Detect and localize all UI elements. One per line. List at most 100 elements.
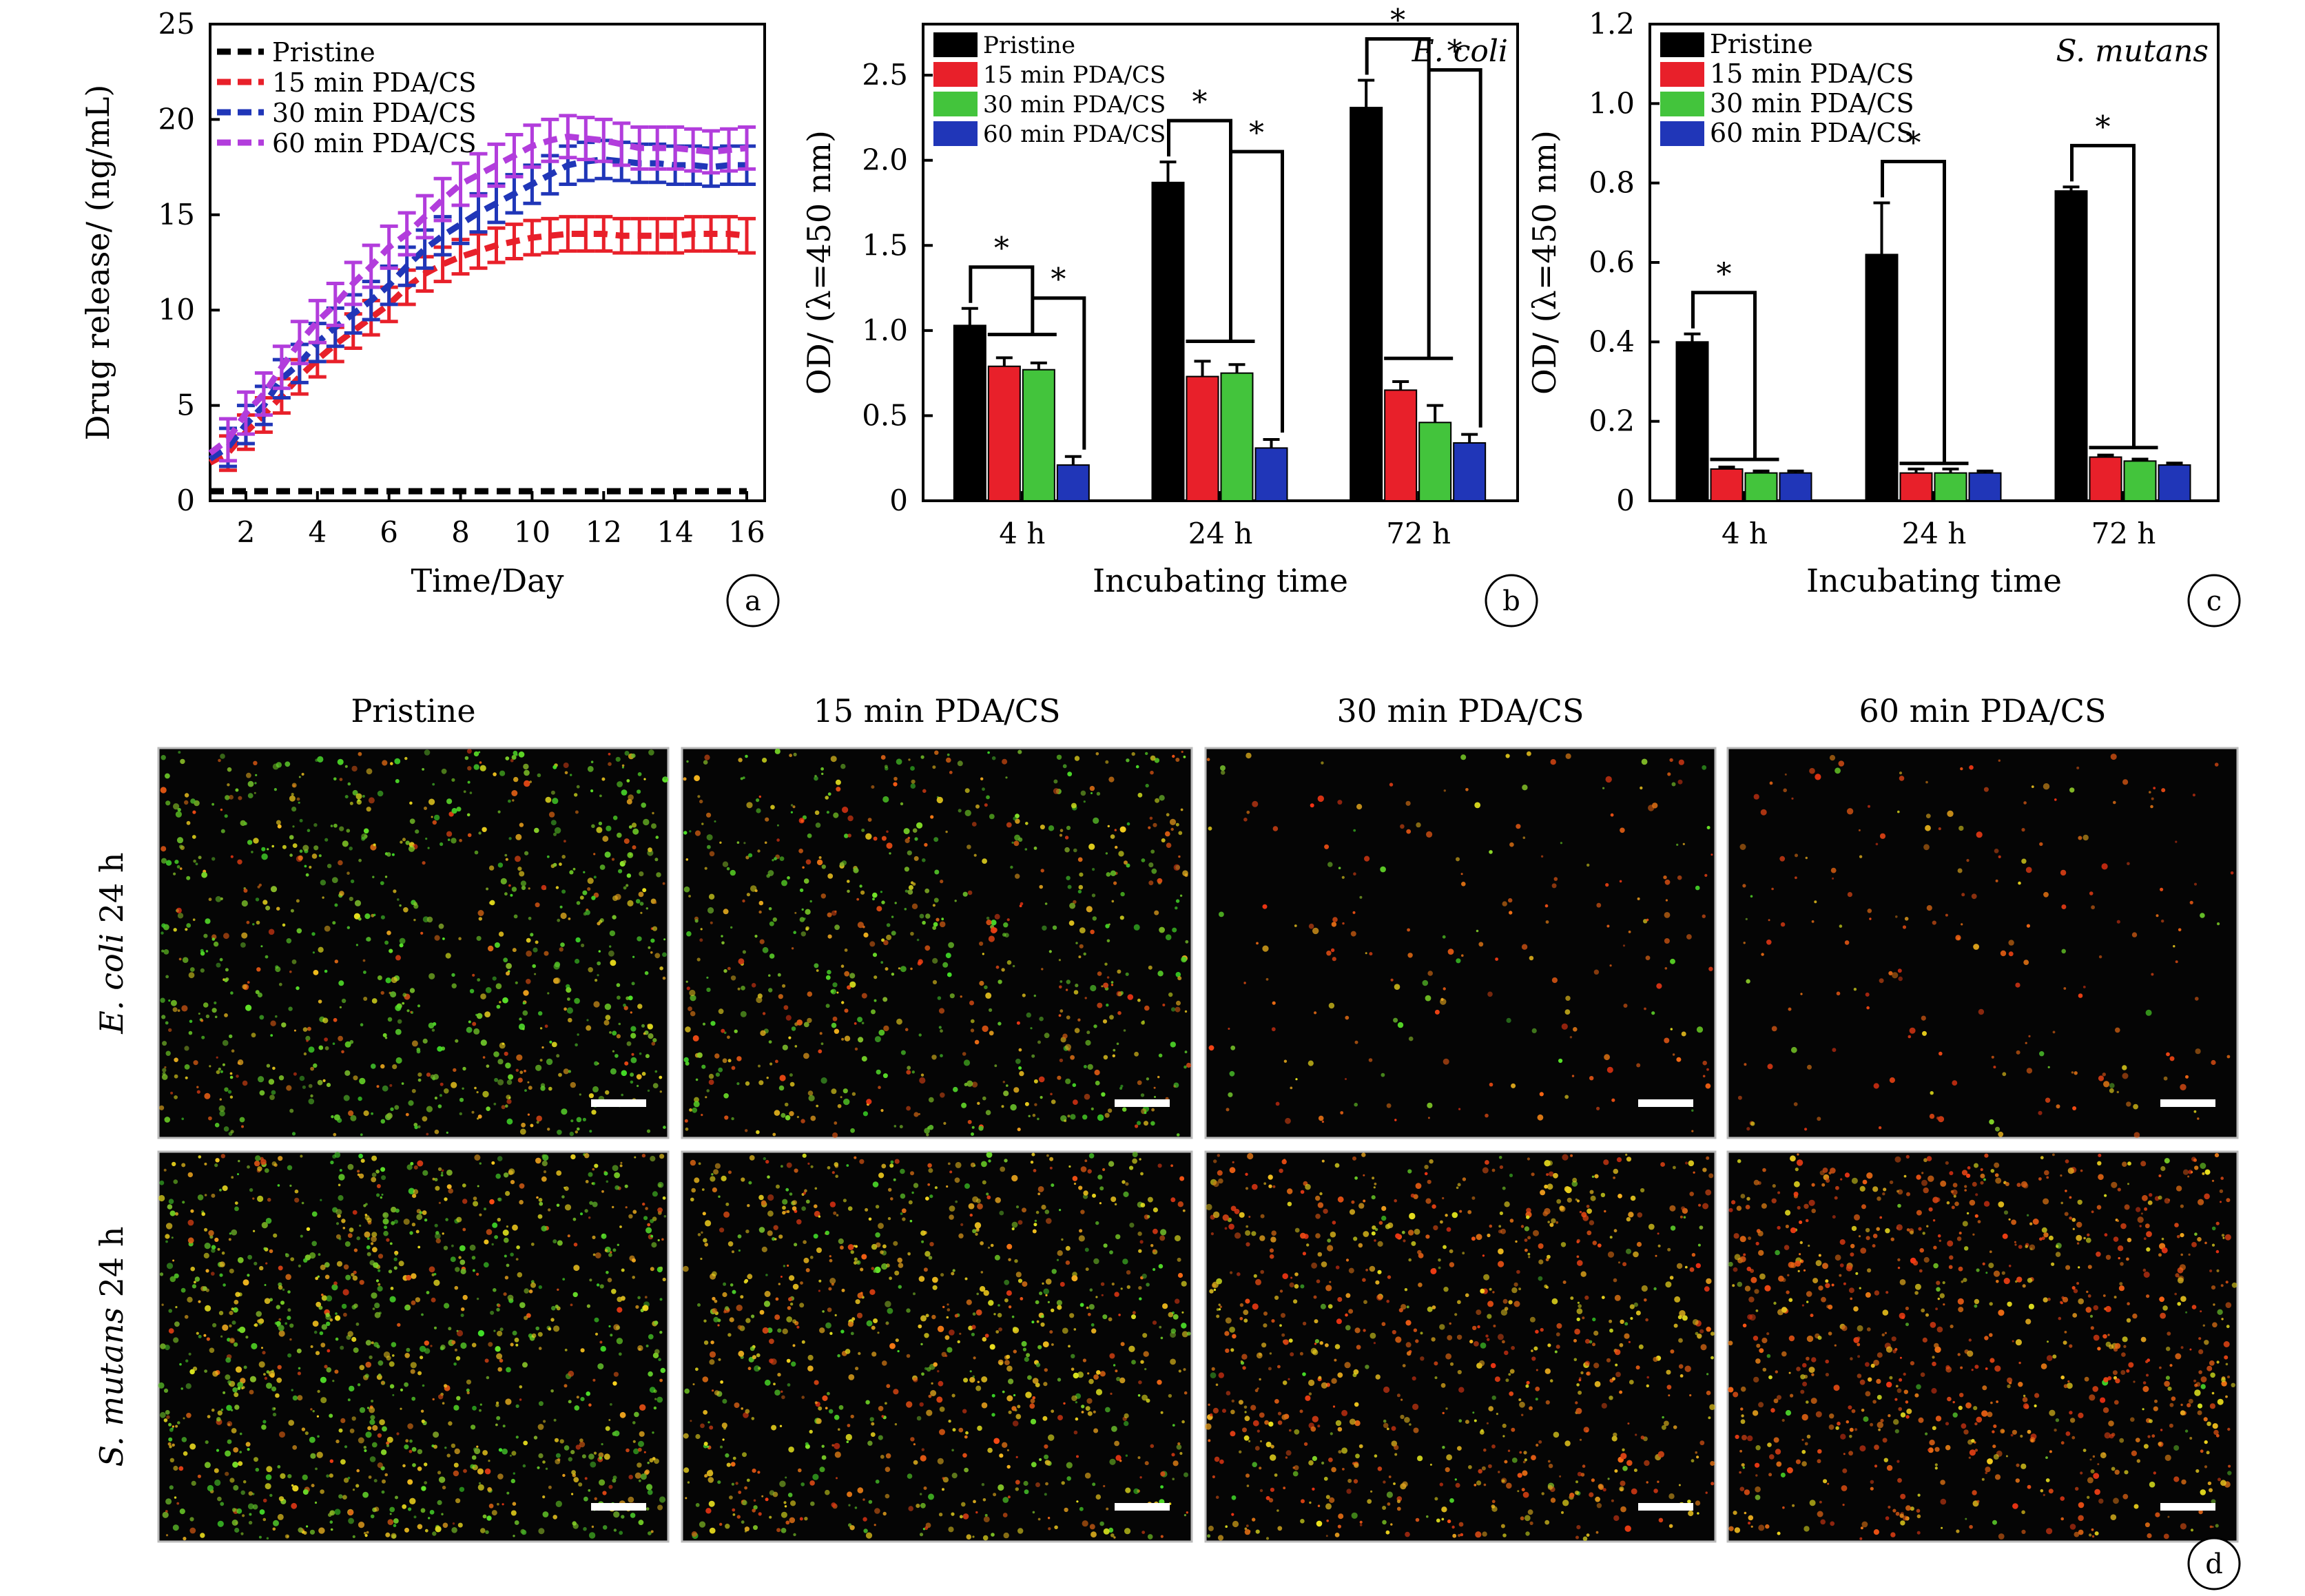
bacteria-dot [302,1474,308,1480]
bacteria-dot [995,1330,1000,1334]
bacteria-dot [934,1186,938,1190]
bacteria-dot [2018,881,2021,885]
bacteria-dot [1290,1086,1293,1090]
bacteria-dot [654,1349,660,1354]
bacteria-dot [519,1398,522,1401]
bacteria-dot [1670,958,1675,964]
bacteria-dot [376,1193,380,1197]
bacteria-dot [921,1372,924,1376]
bacteria-dot [612,1165,619,1172]
bacteria-dot [1677,875,1682,880]
bacteria-dot [159,1105,165,1110]
bacteria-dot [873,1318,878,1323]
bacteria-dot [758,910,762,914]
bacteria-dot [219,1110,225,1117]
bacteria-dot [971,822,977,827]
bacteria-dot [351,1416,356,1421]
bacteria-dot [1664,938,1670,944]
bacteria-dot [526,937,531,943]
bacteria-dot [315,1351,320,1356]
bacteria-dot [1078,955,1082,959]
bacteria-dot [923,1267,928,1272]
bacteria-dot [416,1214,423,1221]
bacteria-dot [1310,803,1314,808]
bacteria-dot [1493,1325,1496,1327]
bacteria-dot [202,1286,207,1292]
bacteria-dot [1925,780,1928,784]
bacteria-dot [411,1447,417,1452]
bacteria-dot [834,1121,838,1125]
bacteria-dot [212,1371,218,1377]
bacteria-dot [364,1531,366,1535]
bacteria-dot [1126,758,1130,763]
bacteria-dot [259,1090,265,1096]
bacteria-dot [745,856,750,860]
bacteria-dot [258,1076,265,1083]
bacteria-dot [1043,1288,1049,1295]
bacteria-dot [632,845,637,850]
bacteria-dot [927,1163,932,1168]
bacteria-dot [474,1448,481,1455]
bacteria-dot [542,1460,546,1464]
bacteria-dot [247,1448,250,1451]
bacteria-dot [372,1307,375,1310]
bacteria-dot [631,982,635,986]
bacteria-dot [635,899,641,904]
bacteria-dot [219,1188,222,1192]
bacteria-dot [265,1474,272,1480]
bacteria-dot [376,1085,380,1088]
bacteria-dot [1664,912,1671,918]
bacteria-dot [477,1484,484,1491]
bacteria-dot [638,891,644,898]
bacteria-dot [1574,1328,1580,1335]
bacteria-dot [957,760,963,767]
bacteria-dot [1867,909,1872,913]
bacteria-dot [386,852,391,857]
bacteria-dot [628,995,633,1001]
bacteria-dot [223,1283,226,1287]
bacteria-dot [971,1325,976,1329]
bacteria-dot [1150,770,1154,775]
bacteria-dot [862,1517,867,1522]
bacteria-dot [662,1277,666,1282]
bacteria-dot [767,1230,773,1236]
scale-bar [1115,1099,1170,1107]
bacteria-dot [1461,954,1464,957]
bacteria-dot [608,752,611,756]
bacteria-dot [1700,1344,1707,1351]
y-tick-label: 25 [158,7,195,41]
bacteria-dot [832,1016,838,1022]
bacteria-dot [1839,924,1843,928]
bacteria-dot [602,1491,607,1495]
bacteria-dot [754,1365,761,1372]
bacteria-dot [549,1040,552,1044]
bacteria-dot [1932,920,1936,925]
bacteria-dot [608,762,612,766]
bacteria-dot [624,1061,629,1066]
bacteria-dot [738,958,745,965]
bacteria-dot [359,1280,364,1285]
bacteria-dot [1995,1126,2000,1132]
bacteria-dot [1600,1192,1606,1198]
bacteria-dot [1181,750,1183,754]
bacteria-dot [407,1423,413,1429]
bacteria-dot [413,1165,418,1170]
bacteria-dot [451,983,457,988]
bacteria-dot [882,796,889,803]
bacteria-dot [1113,1536,1116,1539]
bacteria-dot [347,782,351,786]
bacteria-dot [639,1431,645,1437]
bacteria-dot [398,1261,404,1267]
bacteria-dot [488,1503,494,1509]
bacteria-dot [1811,920,1815,923]
bacteria-dot [1522,836,1526,839]
bacteria-dot [738,1491,742,1494]
bacteria-dot [1064,1507,1068,1513]
bacteria-dot [909,1219,913,1223]
bacteria-dot [608,1419,611,1421]
bacteria-dot [767,1210,774,1217]
bacteria-dot [302,1085,306,1089]
bacteria-dot [626,1448,630,1453]
bacteria-dot [1072,1083,1077,1088]
